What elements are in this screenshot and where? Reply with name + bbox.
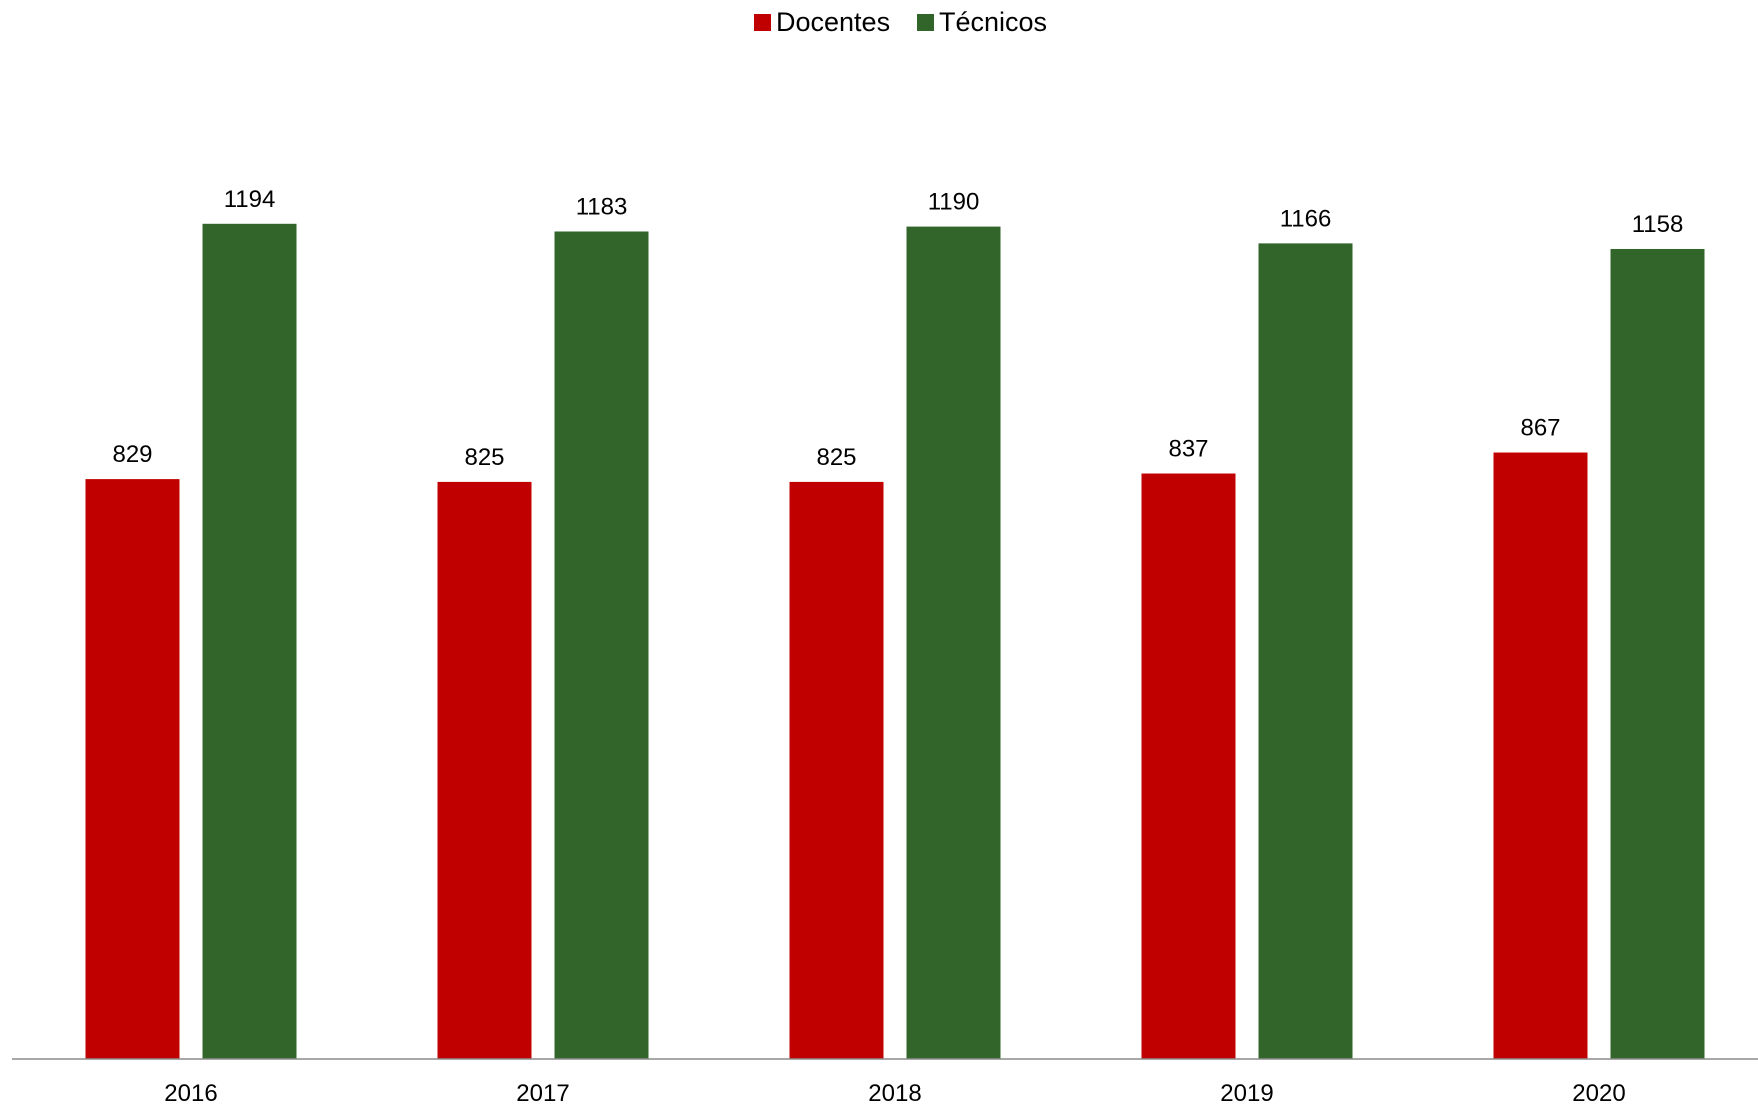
bar-docentes-2020 <box>1493 452 1588 1059</box>
legend-swatch-tecnicos <box>917 14 934 31</box>
x-tick-label-2017: 2017 <box>516 1080 569 1107</box>
bar-docentes-2019 <box>1141 473 1236 1059</box>
x-axis-tick-labels: 2016 2017 2018 2019 2020 <box>164 1080 1625 1107</box>
x-tick-label-2019: 2019 <box>1220 1080 1273 1107</box>
data-label-docentes-2016: 829 <box>112 441 152 468</box>
bar-docentes-2017 <box>437 481 532 1060</box>
legend-label-docentes: Docentes <box>776 7 890 37</box>
data-label-docentes-2019: 837 <box>1168 436 1208 463</box>
bar-tecnicos-2020 <box>1610 248 1705 1059</box>
bar-docentes-2018 <box>789 481 884 1060</box>
legend-swatch-docentes <box>754 14 771 31</box>
x-tick-label-2018: 2018 <box>868 1080 921 1107</box>
legend: Docentes Técnicos <box>754 7 1047 37</box>
x-tick-label-2020: 2020 <box>1572 1080 1625 1107</box>
data-label-tecnicos-2017: 1183 <box>576 193 628 220</box>
legend-label-tecnicos: Técnicos <box>939 7 1047 37</box>
bar-tecnicos-2019 <box>1258 243 1353 1059</box>
bar-docentes-2016 <box>85 479 180 1059</box>
bar-tecnicos-2017 <box>554 231 649 1059</box>
bars <box>85 223 1705 1060</box>
data-label-tecnicos-2020: 1158 <box>1632 211 1684 238</box>
x-tick-label-2016: 2016 <box>164 1080 217 1107</box>
data-label-docentes-2017: 825 <box>464 444 504 471</box>
bar-tecnicos-2018 <box>906 226 1001 1060</box>
data-label-tecnicos-2018: 1190 <box>928 189 980 216</box>
bar-tecnicos-2016 <box>202 223 297 1059</box>
data-label-docentes-2020: 867 <box>1520 415 1560 442</box>
data-label-tecnicos-2019: 1166 <box>1280 205 1332 232</box>
data-label-tecnicos-2016: 1194 <box>224 186 276 213</box>
data-label-docentes-2018: 825 <box>816 444 856 471</box>
data-labels: 829 1194 825 1183 825 1190 837 1166 867 1158 <box>112 186 1683 471</box>
